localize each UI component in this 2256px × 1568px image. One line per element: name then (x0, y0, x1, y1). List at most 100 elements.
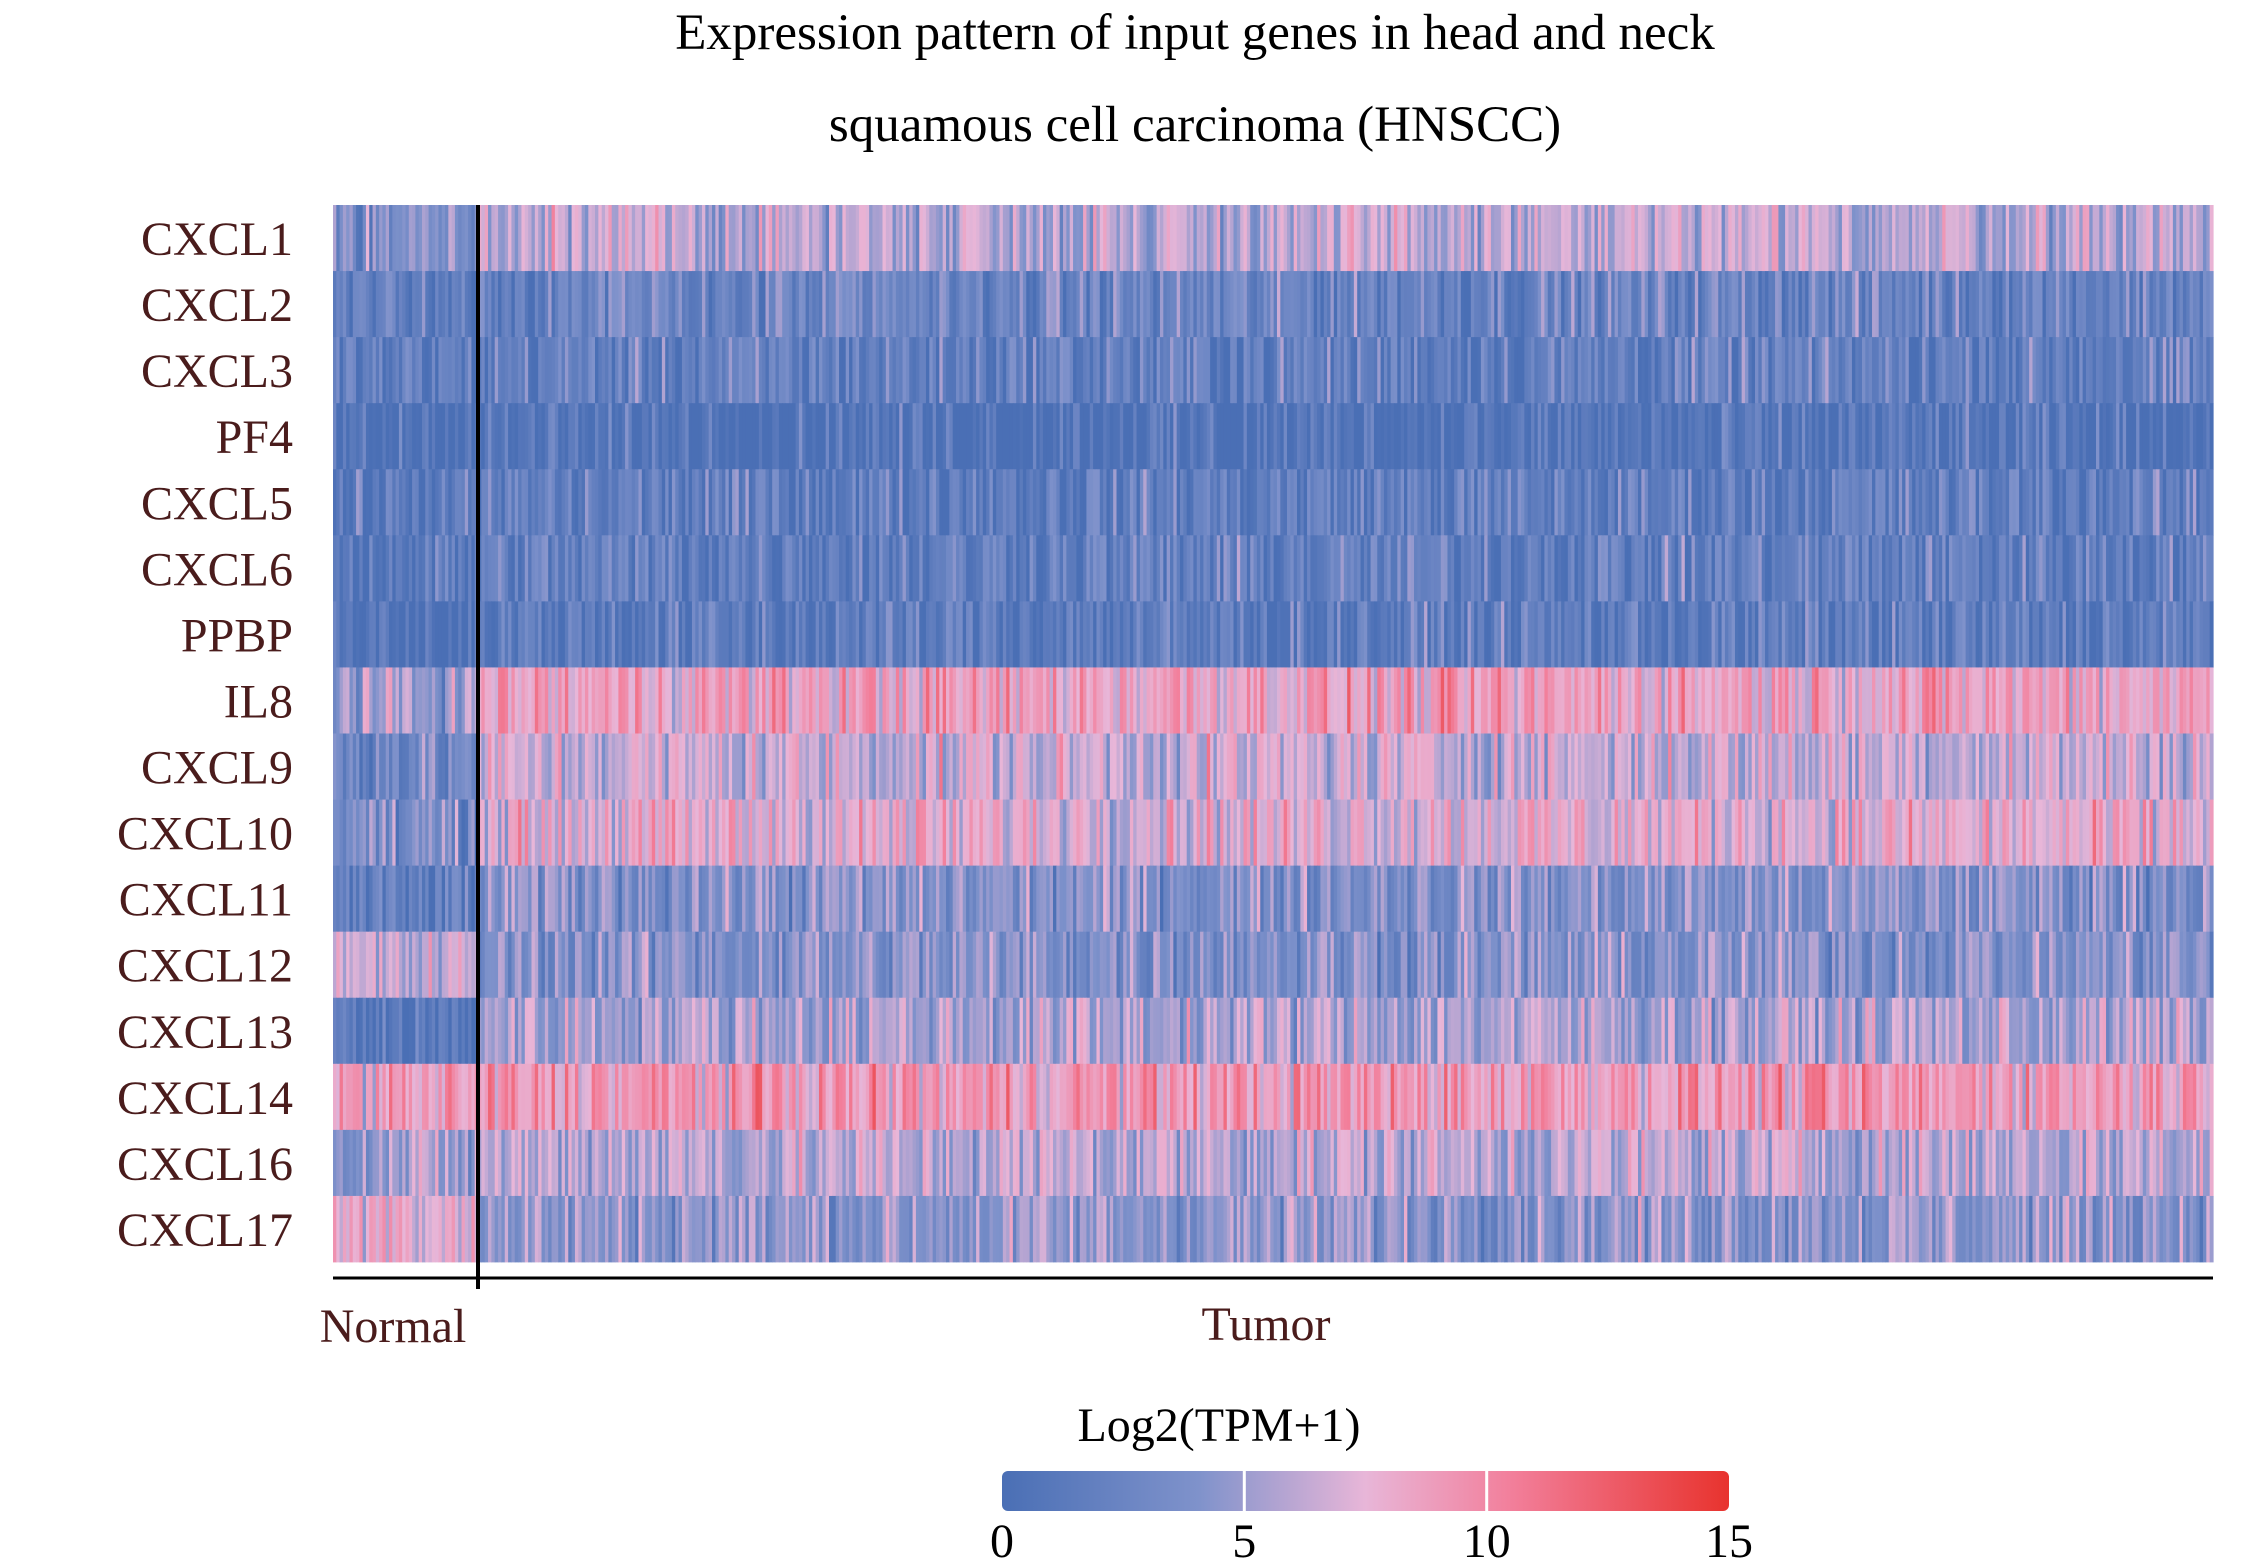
heatmap-cell (1661, 205, 1666, 272)
heatmap-cell (1902, 535, 1907, 602)
heatmap-cell (625, 733, 630, 800)
heatmap-cell (2005, 667, 2010, 734)
heatmap-cell (1119, 667, 1124, 734)
heatmap-cell (1139, 337, 1144, 404)
heatmap-cell (461, 403, 466, 470)
heatmap-cell (839, 601, 843, 668)
heatmap-cell (645, 535, 650, 602)
heatmap-cell (349, 205, 354, 272)
heatmap-cell (1063, 667, 1067, 734)
heatmap-cell (2162, 337, 2167, 404)
heatmap-cell (1607, 337, 1612, 404)
heatmap-cell (1156, 733, 1161, 800)
heatmap-cell (1828, 403, 1833, 470)
heatmap-cell (1347, 535, 1352, 602)
heatmap-cell (678, 535, 683, 602)
heatmap-cell (1761, 337, 1766, 404)
heatmap-cell (1975, 667, 1980, 734)
heatmap-cell (1564, 271, 1569, 338)
heatmap-cell (2089, 535, 2094, 602)
heatmap-cell (1310, 733, 1315, 800)
heatmap-cell (1798, 601, 1803, 668)
heatmap-cell (986, 733, 991, 800)
heatmap-cell (1537, 469, 1542, 536)
heatmap-cell (1621, 469, 1626, 536)
heatmap-cell (1771, 403, 1776, 470)
heatmap-cell (605, 205, 609, 272)
heatmap-cell (1019, 601, 1024, 668)
heatmap-cell (2022, 601, 2027, 668)
heatmap-cell (1915, 337, 1920, 404)
heatmap-cell (1597, 733, 1602, 800)
heatmap-cell (755, 403, 760, 470)
heatmap-cell (972, 271, 977, 338)
heatmap-cell (1872, 271, 1876, 338)
heatmap-cell (2079, 205, 2084, 272)
heatmap-cell (1731, 403, 1736, 470)
heatmap-cell (1631, 469, 1636, 536)
heatmap-cell (2169, 337, 2174, 404)
heatmap-cell (1771, 271, 1776, 338)
heatmap-cell (1999, 601, 2003, 668)
heatmap-cell (438, 403, 443, 470)
heatmap-cell (2092, 667, 2097, 734)
heatmap-cell (1460, 337, 1465, 404)
heatmap-cell (1711, 733, 1716, 800)
heatmap-cell (1193, 205, 1198, 272)
heatmap-cell (2126, 403, 2131, 470)
heatmap-cell (395, 271, 400, 338)
heatmap-cell (1063, 403, 1067, 470)
heatmap-cell (511, 469, 516, 536)
heatmap-cell (2202, 469, 2207, 536)
heatmap-cell (1975, 205, 1980, 272)
heatmap-cell (966, 601, 971, 668)
heatmap-cell (1297, 667, 1301, 734)
heatmap-cell (333, 535, 337, 602)
heatmap-cell (1183, 403, 1188, 470)
heatmap-cell (356, 271, 360, 338)
heatmap-cell (1213, 469, 1218, 536)
heatmap-cell (1026, 403, 1031, 470)
heatmap-cell (1190, 601, 1194, 668)
heatmap-cell (1838, 205, 1843, 272)
heatmap-cell (1644, 733, 1649, 800)
heatmap-cell (1514, 337, 1519, 404)
heatmap-cell (1604, 403, 1609, 470)
heatmap-cell (481, 403, 486, 470)
heatmap-cell (1467, 403, 1472, 470)
heatmap-cell (1073, 733, 1077, 800)
heatmap-cell (969, 667, 974, 734)
heatmap-cell (835, 469, 840, 536)
heatmap-cell (1500, 601, 1505, 668)
heatmap-cell (1704, 337, 1709, 404)
heatmap-cell (1444, 733, 1449, 800)
heatmap-cell (1577, 403, 1582, 470)
heatmap-cell (2139, 337, 2144, 404)
heatmap-cell (1133, 271, 1138, 338)
heatmap-cell (1624, 601, 1629, 668)
heatmap-cell (635, 403, 640, 470)
heatmap-cell (1892, 733, 1897, 800)
heatmap-cell (1046, 469, 1051, 536)
heatmap-cell (1373, 271, 1378, 338)
heatmap-cell (1363, 601, 1368, 668)
heatmap-cell (1992, 403, 1997, 470)
heatmap-cell (2162, 601, 2167, 668)
heatmap-cell (1079, 337, 1084, 404)
heatmap-cell (618, 535, 623, 602)
heatmap-cell (451, 667, 456, 734)
heatmap-cell (959, 205, 964, 272)
heatmap-cell (1597, 667, 1602, 734)
heatmap-cell (631, 271, 636, 338)
heatmap-cell (1708, 733, 1713, 800)
heatmap-cell (1203, 403, 1208, 470)
heatmap-cell (464, 271, 469, 338)
heatmap-cell (1831, 667, 1836, 734)
heatmap-cell (534, 601, 539, 668)
heatmap-cell (1450, 535, 1455, 602)
heatmap-cell (1888, 535, 1893, 602)
heatmap-cell (946, 205, 950, 272)
heatmap-cell (365, 601, 370, 668)
heatmap-cell (641, 271, 646, 338)
